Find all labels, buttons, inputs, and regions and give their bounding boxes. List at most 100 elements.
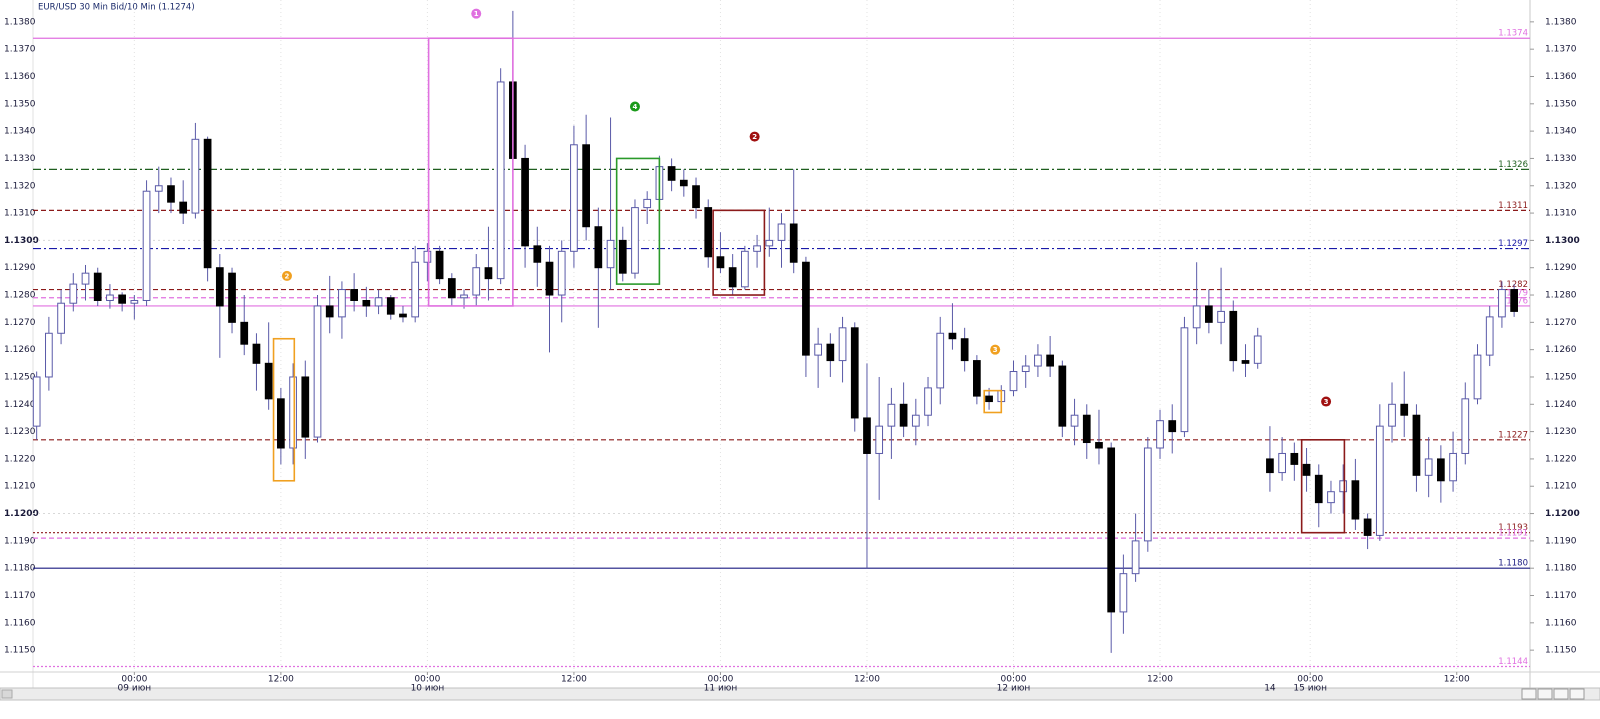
- candle-body: [838, 327, 847, 362]
- annotation-number: 3: [1324, 398, 1329, 406]
- candle-body: [264, 362, 273, 400]
- candle-body: [631, 207, 639, 274]
- y-tick-label: 1.1150: [4, 646, 36, 656]
- annotation-marker: [749, 131, 760, 142]
- candle-body: [447, 278, 456, 299]
- candle-body: [1485, 316, 1494, 356]
- candle-body: [57, 302, 65, 334]
- candle-body: [1131, 540, 1140, 575]
- level-label: 1.1311: [1498, 201, 1528, 211]
- candle-body: [1424, 458, 1433, 476]
- candle-body: [1412, 414, 1421, 476]
- y-tick-label: 1.1320: [1545, 181, 1577, 191]
- y-tick-label: 1.1230: [4, 427, 36, 437]
- y-tick-label: 1.1230: [1545, 427, 1577, 437]
- y-tick-label: 1.1260: [1545, 345, 1577, 355]
- x-tick-label: 00:00: [1001, 675, 1027, 685]
- scrollbar-button[interactable]: [1, 689, 13, 699]
- annotation-number: 2: [285, 272, 290, 280]
- candle-body: [325, 305, 334, 318]
- candle-body: [1046, 354, 1054, 367]
- candle-body: [1119, 573, 1128, 613]
- annotation-marker: [1321, 396, 1332, 407]
- y-tick-label: 1.1330: [4, 154, 36, 164]
- candle-body: [93, 272, 102, 301]
- candle-body: [618, 239, 627, 274]
- candle-body: [1437, 458, 1445, 482]
- scrollbar-button[interactable]: [1521, 688, 1537, 700]
- candle-body: [386, 297, 395, 315]
- x-tick-label: 12:00: [561, 675, 587, 685]
- scrollbar-button[interactable]: [1537, 688, 1553, 700]
- level-label: 1.1191: [1498, 529, 1528, 539]
- y-tick-label: 1.1240: [4, 400, 36, 410]
- candle-body: [850, 327, 859, 419]
- candle-body: [191, 138, 200, 214]
- candle-body: [1388, 403, 1396, 427]
- annotation-box: [615, 157, 661, 285]
- candle-body: [802, 261, 810, 356]
- y-tick-label: 1.1160: [4, 618, 36, 628]
- candle-body: [643, 198, 652, 209]
- x-date-label: 12 июн: [997, 684, 1031, 694]
- y-tick-label: 1.1290: [4, 263, 36, 273]
- scrollbar-track[interactable]: [0, 687, 1600, 701]
- candle-body: [1302, 463, 1311, 476]
- y-tick-label: 1.1350: [1545, 99, 1577, 109]
- y-tick-label: 1.1190: [4, 536, 36, 546]
- candle-body: [521, 157, 529, 247]
- candle-body: [606, 239, 615, 269]
- candle-body: [1070, 414, 1079, 427]
- candle-body: [1510, 289, 1518, 312]
- candle-body: [777, 223, 786, 241]
- candle-body: [1461, 398, 1470, 454]
- x-date-label: 15 июн: [1293, 684, 1327, 694]
- candle-body: [1021, 365, 1030, 373]
- annotation-number: 1: [474, 10, 479, 18]
- y-tick-label: 1.1220: [1545, 454, 1577, 464]
- annotation-number: 4: [633, 103, 638, 111]
- candle-body: [1314, 474, 1323, 504]
- y-tick-label: 1.1280: [4, 291, 36, 301]
- candle-body: [582, 144, 590, 228]
- candle-body: [1205, 305, 1213, 323]
- candle-body: [1473, 354, 1482, 400]
- candle-body: [399, 313, 407, 318]
- candle-body: [1351, 480, 1360, 520]
- y-tick-label: 1.1150: [1545, 646, 1577, 656]
- candle-body: [154, 185, 163, 192]
- candle-body: [924, 387, 932, 416]
- candle-body: [350, 289, 358, 301]
- candle-body: [203, 138, 212, 269]
- candle-body: [301, 376, 310, 438]
- candle-body: [1339, 480, 1348, 493]
- candle-body: [338, 289, 346, 318]
- candle-body: [899, 403, 908, 427]
- annotation-box: [272, 337, 296, 482]
- annotation-marker: [281, 270, 292, 281]
- scrollbar[interactable]: [0, 687, 1600, 701]
- y-tick-label: 1.1360: [4, 72, 36, 82]
- candle-body: [887, 403, 896, 427]
- candle-body: [1168, 420, 1177, 433]
- x-tick-label: 12:00: [268, 675, 294, 685]
- candle-body: [863, 417, 871, 454]
- y-tick-label: 1.1370: [4, 45, 36, 55]
- y-tick-label: 1.1250: [1545, 372, 1577, 382]
- candle-body: [765, 239, 774, 247]
- scrollbar-button[interactable]: [1569, 688, 1585, 700]
- scrollbar-button[interactable]: [1553, 688, 1569, 700]
- candle-body: [1009, 371, 1018, 392]
- candle-body: [1498, 289, 1506, 318]
- x-tick-label: 12:00: [1147, 675, 1173, 685]
- y-tick-label: 1.1190: [1545, 536, 1577, 546]
- y-tick-label: 1.1200: [4, 509, 39, 519]
- candle-body: [228, 272, 236, 323]
- y-tick-label: 1.1280: [1545, 291, 1577, 301]
- y-tick-label: 1.1320: [4, 181, 36, 191]
- candle-body: [789, 223, 798, 263]
- chart-title: EUR/USD 30 Min Bid/10 Min (1.1274): [38, 3, 195, 13]
- x-tick-label: 00:00: [121, 675, 147, 685]
